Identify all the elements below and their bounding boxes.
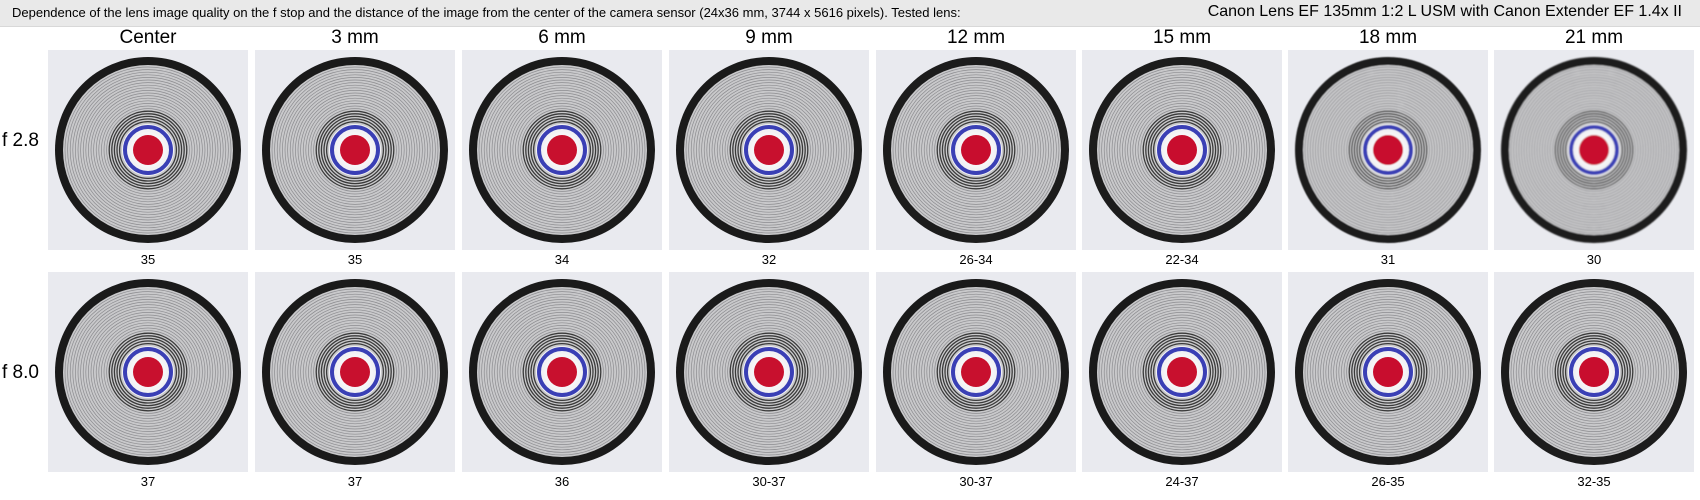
lens-test-image — [462, 50, 662, 250]
concentric-target — [1089, 57, 1275, 243]
concentric-target — [1501, 279, 1687, 465]
quality-score: 30 — [1586, 252, 1602, 267]
concentric-target — [676, 57, 862, 243]
title-bar: Dependence of the lens image quality on … — [0, 0, 1700, 27]
lens-test-image — [48, 272, 248, 472]
lens-test-image — [1082, 50, 1282, 250]
lens-test-image — [462, 272, 662, 472]
lens-test-image — [876, 272, 1076, 472]
quality-score: 36 — [554, 474, 570, 489]
column-header: Center — [119, 27, 177, 48]
lens-test-image — [1288, 50, 1488, 250]
concentric-target — [1089, 279, 1275, 465]
quality-score: 30-37 — [959, 474, 993, 489]
column-header: 3 mm — [331, 27, 379, 48]
lens-test-image — [1082, 272, 1282, 472]
concentric-target — [262, 279, 448, 465]
concentric-target — [1501, 57, 1687, 243]
lens-name: Canon Lens EF 135mm 1:2 L USM with Canon… — [1207, 3, 1682, 20]
concentric-target — [55, 57, 241, 243]
quality-score: 31 — [1380, 252, 1396, 267]
lens-test-image — [1494, 50, 1694, 250]
concentric-target — [55, 279, 241, 465]
quality-score: 24-37 — [1165, 474, 1199, 489]
lens-test-image — [255, 50, 455, 250]
column-header: 21 mm — [1564, 27, 1624, 48]
quality-score: 32 — [761, 252, 777, 267]
quality-score: 22-34 — [1165, 252, 1199, 267]
quality-score: 34 — [554, 252, 570, 267]
lens-test-image — [48, 50, 248, 250]
description-text: Dependence of the lens image quality on … — [12, 5, 961, 20]
quality-score: 35 — [140, 252, 156, 267]
quality-score: 26-35 — [1371, 474, 1405, 489]
concentric-target — [469, 57, 655, 243]
quality-score: 32-35 — [1577, 474, 1611, 489]
concentric-target — [676, 279, 862, 465]
concentric-target — [469, 279, 655, 465]
quality-score: 35 — [347, 252, 363, 267]
column-header: 12 mm — [946, 27, 1006, 48]
lens-test-image — [255, 272, 455, 472]
concentric-target — [1295, 57, 1481, 243]
lens-test-image — [1288, 272, 1488, 472]
concentric-target — [262, 57, 448, 243]
quality-score: 37 — [347, 474, 363, 489]
column-header: 6 mm — [538, 27, 586, 48]
column-header: 18 mm — [1358, 27, 1418, 48]
quality-score: 26-34 — [959, 252, 993, 267]
concentric-target — [883, 57, 1069, 243]
lens-test-image — [1494, 272, 1694, 472]
concentric-target — [1295, 279, 1481, 465]
column-header: 9 mm — [745, 27, 793, 48]
column-header: 15 mm — [1152, 27, 1212, 48]
lens-test-image — [876, 50, 1076, 250]
quality-score: 30-37 — [752, 474, 786, 489]
lens-test-image — [669, 272, 869, 472]
lens-test-image — [669, 50, 869, 250]
row-label: f 2.8 — [2, 130, 39, 151]
row-label: f 8.0 — [2, 362, 39, 383]
concentric-target — [883, 279, 1069, 465]
quality-score: 37 — [140, 474, 156, 489]
